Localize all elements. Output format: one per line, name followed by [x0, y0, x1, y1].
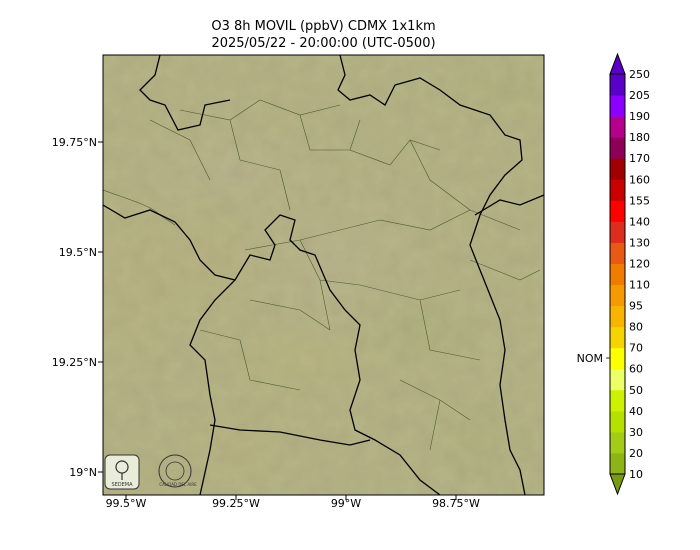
colorbar-segment — [610, 179, 625, 201]
sedema-logo-text: SEDEMA — [111, 482, 133, 488]
colorbar-segment — [610, 431, 625, 454]
colorbar-tick-label: 110 — [629, 279, 650, 292]
colorbar-segment — [610, 74, 625, 96]
nom-label: NOM — [577, 352, 603, 365]
y-tick-label: 19°N — [69, 466, 97, 479]
colorbar-tick-label: 250 — [629, 68, 650, 81]
colorbar-tick-label: 50 — [629, 384, 643, 397]
y-tick-label: 19.75°N — [52, 136, 97, 149]
x-tick-label: 98.75°W — [432, 497, 480, 510]
colorbar-segment — [610, 221, 625, 243]
x-axis: 99.5°W 99.25°W 99°W 98.75°W — [106, 495, 480, 510]
colorbar: 10 20 30 40 50 60 70 80 95 110 120 130 140 155 160 170 1… — [609, 52, 650, 496]
colorbar-tick-label: 95 — [629, 300, 643, 313]
y-tick-label: 19.25°N — [52, 356, 97, 369]
colorbar-segment — [610, 242, 625, 264]
colorbar-segment — [610, 347, 625, 370]
colorbar-tick-label: 40 — [629, 405, 643, 418]
colorbar-tick-label: 140 — [629, 215, 650, 228]
colorbar-segment — [610, 305, 625, 328]
colorbar-tick-label: 155 — [629, 194, 650, 207]
colorbar-extend-min — [609, 473, 626, 496]
x-tick-label: 99°W — [331, 497, 361, 510]
colorbar-segment — [610, 284, 625, 307]
air-quality-logo-text: CALIDAD DEL AIRE — [159, 482, 197, 487]
colorbar-tick-label: 205 — [629, 89, 650, 102]
x-tick-label: 99.5°W — [106, 497, 147, 510]
plot-frame — [102, 54, 545, 496]
colorbar-extend-max — [609, 52, 626, 75]
colorbar-tick-label: 190 — [629, 110, 650, 123]
sedema-logo: SEDEMA — [104, 454, 140, 490]
colorbar-tick-label: 160 — [629, 173, 650, 186]
municipal-boundaries — [103, 99, 541, 451]
map-title-line1: O3 8h MOVIL (ppbV) CDMX 1x1km — [211, 19, 436, 34]
x-tick-label: 99.25°W — [212, 497, 260, 510]
colorbar-segment — [610, 116, 625, 138]
colorbar-segment — [610, 158, 625, 180]
colorbar-tick-label: 180 — [629, 131, 650, 144]
y-tick-label: 19.5°N — [59, 246, 97, 259]
colorbar-segment — [610, 410, 625, 433]
colorbar-segment — [610, 368, 625, 391]
colorbar-segment — [610, 326, 625, 349]
colorbar-segment — [610, 137, 625, 159]
colorbar-segment — [610, 452, 625, 475]
colorbar-segment — [610, 95, 625, 117]
colorbar-segment — [610, 263, 625, 286]
state-borders — [103, 55, 544, 495]
colorbar-segment — [610, 200, 625, 222]
colorbar-tick-label: 130 — [629, 236, 650, 249]
colorbar-tick-label: 60 — [629, 363, 643, 376]
colorbar-tick-label: 80 — [629, 321, 643, 334]
y-axis: 19.75°N 19.5°N 19.25°N 19°N — [52, 136, 103, 479]
map-title-line2: 2025/05/22 - 20:00:00 (UTC-0500) — [211, 36, 436, 51]
colorbar-segment — [610, 389, 625, 412]
colorbar-tick-label: 120 — [629, 257, 650, 270]
air-quality-logo: CALIDAD DEL AIRE — [158, 454, 197, 488]
colorbar-tick-label: 10 — [629, 468, 643, 481]
colorbar-tick-label: 170 — [629, 152, 650, 165]
colorbar-tick-label: 70 — [629, 342, 643, 355]
colorbar-tick-label: 20 — [629, 447, 643, 460]
colorbar-tick-label: 30 — [629, 426, 643, 439]
colorbar-frame — [609, 73, 626, 475]
